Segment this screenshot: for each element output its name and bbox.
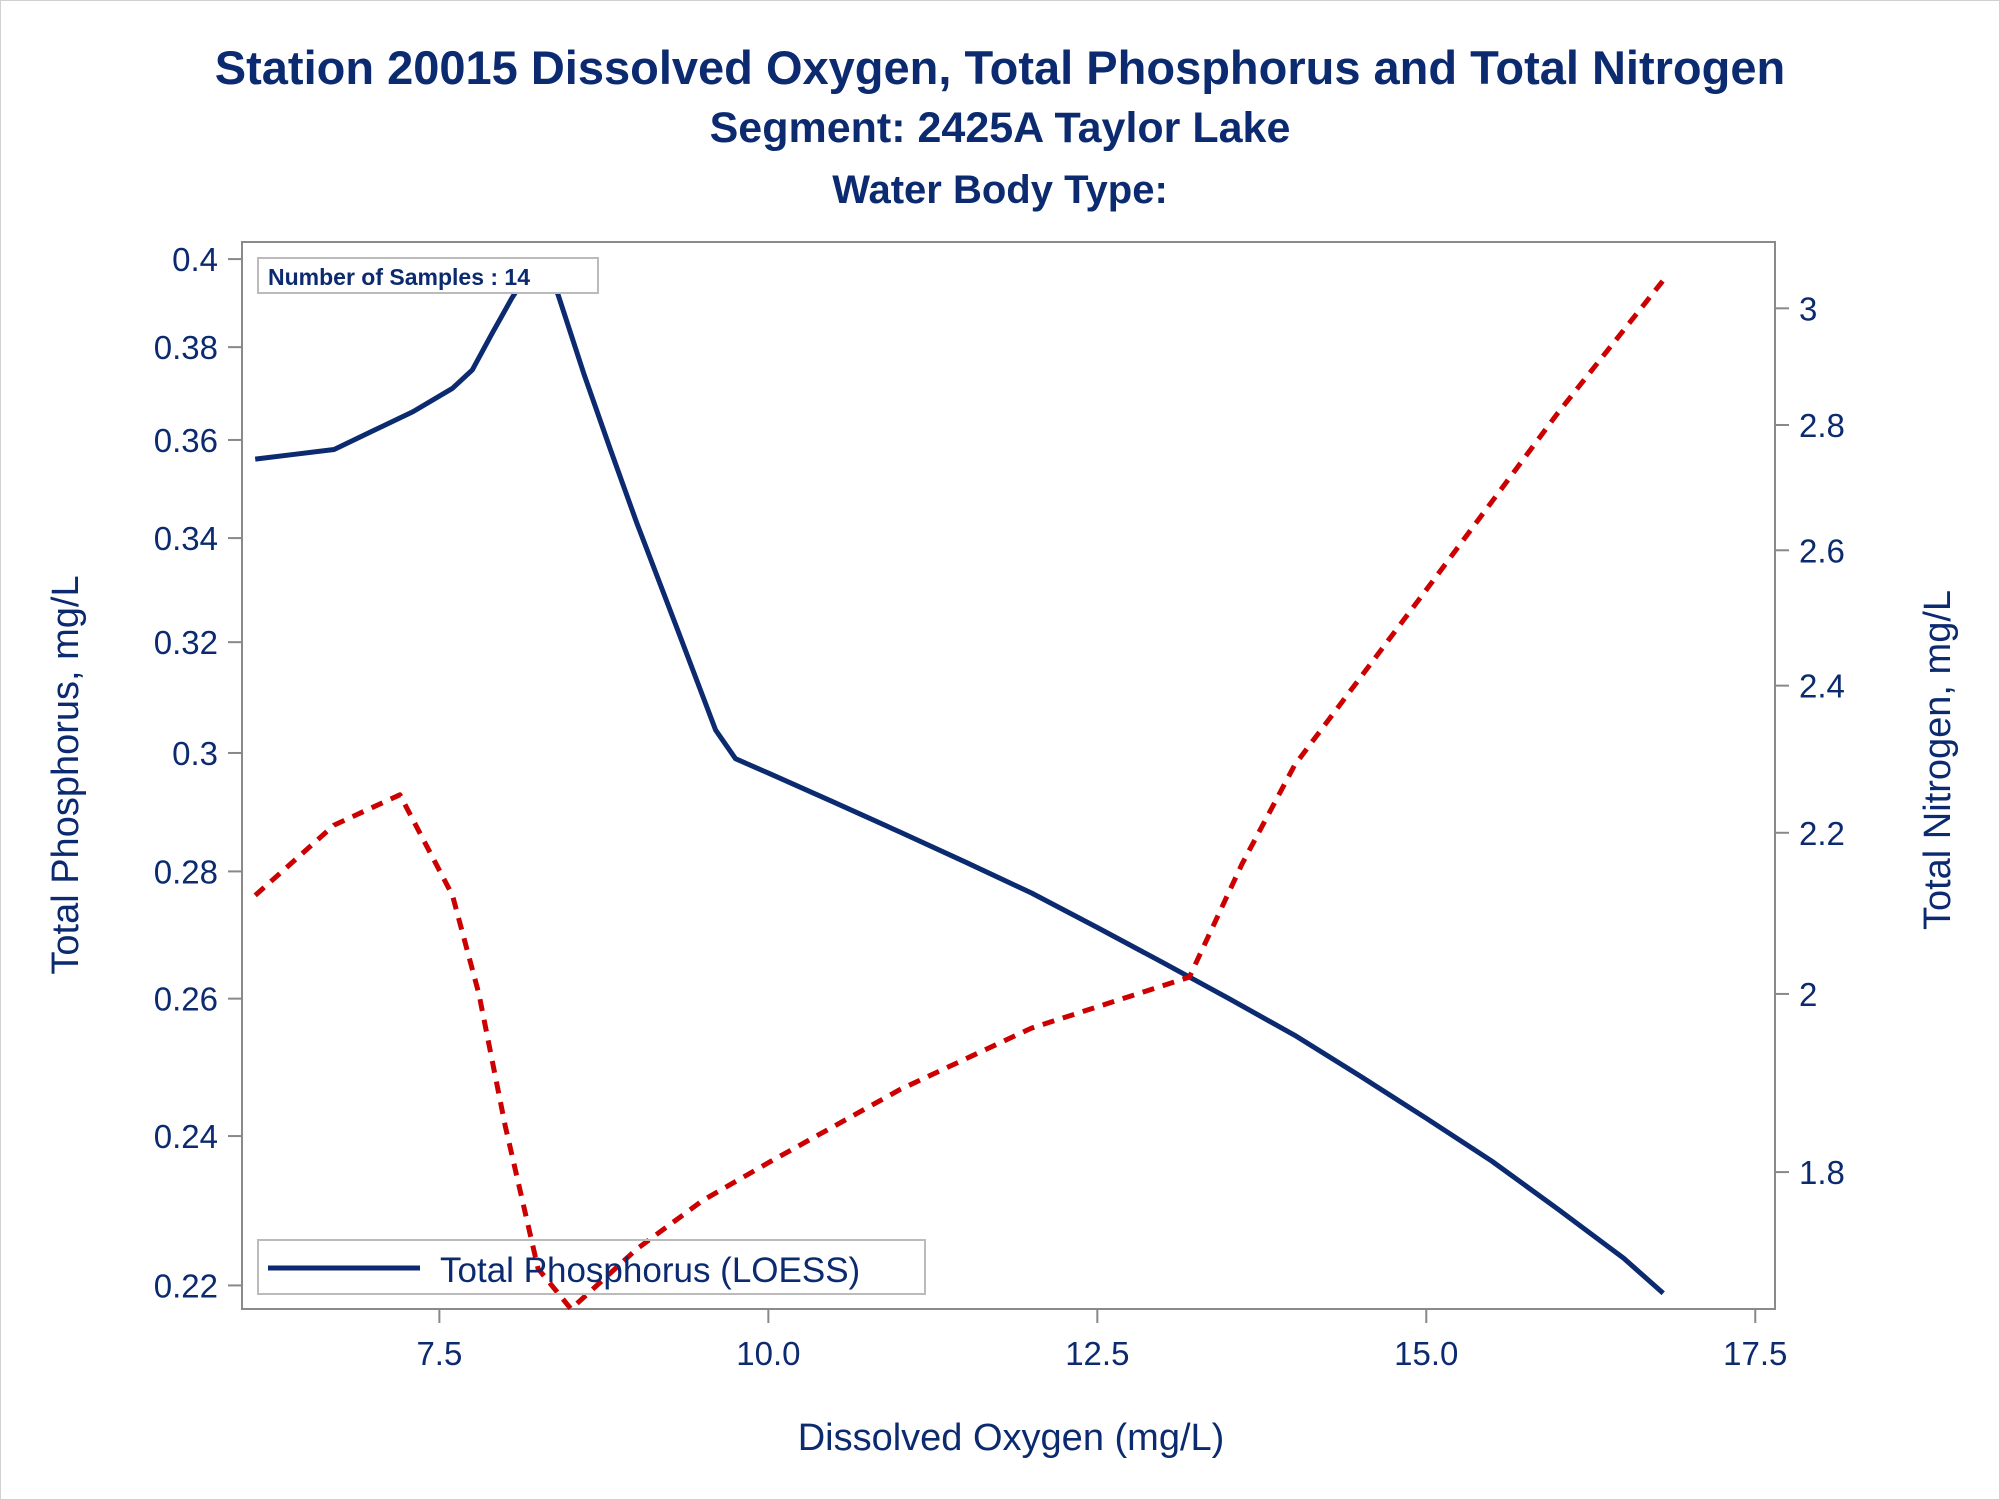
y2-tick-label: 2.6	[1799, 532, 1845, 569]
chart-title: Station 20015 Dissolved Oxygen, Total Ph…	[214, 41, 1786, 94]
y2-axis-label: Total Nitrogen, mg/L	[1917, 590, 1959, 930]
y2-tick-label: 2.8	[1799, 407, 1845, 444]
y-tick-label: 0.22	[154, 1267, 218, 1304]
y-tick-label: 0.3	[172, 735, 218, 772]
x-tick-label: 17.5	[1723, 1335, 1787, 1372]
chart-subtitle: Segment: 2425A Taylor Lake	[709, 104, 1291, 152]
y-tick-label: 0.24	[154, 1118, 218, 1155]
y2-tick-label: 2	[1799, 976, 1817, 1013]
y-tick-label: 0.4	[172, 241, 218, 278]
y-tick-label: 0.34	[154, 520, 218, 557]
y2-tick-label: 1.8	[1799, 1154, 1845, 1191]
x-tick-label: 15.0	[1394, 1335, 1458, 1372]
phosphorus-line	[254, 265, 1665, 1296]
plot-frame	[241, 241, 1776, 1310]
y2-tick-label: 2.4	[1799, 668, 1845, 705]
x-axis-label: Dissolved Oxygen (mg/L)	[798, 1417, 1225, 1459]
y2-tick-label: 2.2	[1799, 815, 1845, 852]
x-tick-label: 10.0	[736, 1335, 800, 1372]
sample-count-label: Number of Samples : 14	[268, 264, 530, 290]
chart-subtitle-2: Water Body Type:	[832, 168, 1168, 212]
y-axis-label: Total Phosphorus, mg/L	[45, 575, 87, 974]
x-tick-label: 12.5	[1065, 1335, 1129, 1372]
y-tick-label: 0.36	[154, 422, 218, 459]
legend	[257, 1239, 926, 1295]
y-tick-label: 0.26	[154, 981, 218, 1018]
legend-label-phosphorus: Total Phosphorus (LOESS)	[440, 1251, 860, 1290]
sample-count-box	[257, 257, 599, 294]
y-tick-label: 0.28	[154, 853, 218, 890]
x-tick-label: 7.5	[416, 1335, 462, 1372]
y-tick-label: 0.38	[154, 329, 218, 366]
y2-tick-label: 3	[1799, 290, 1817, 327]
nitrogen-line	[253, 278, 1666, 1312]
y-tick-label: 0.32	[154, 624, 218, 661]
